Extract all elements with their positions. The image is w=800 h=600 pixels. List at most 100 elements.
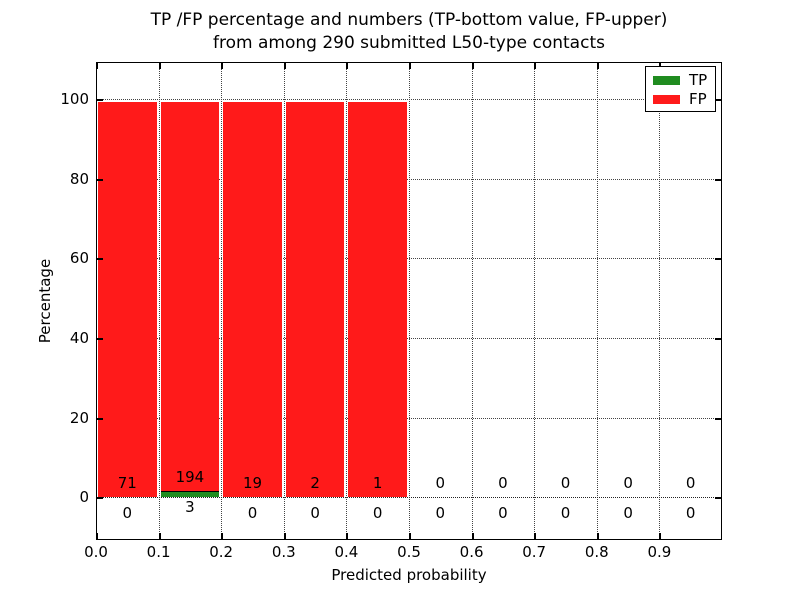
tp-count-label: 0 [435, 504, 446, 523]
gridline-h [96, 417, 722, 419]
x-tick-top [96, 63, 98, 69]
bar-tp [160, 490, 220, 498]
y-tick [97, 258, 103, 261]
bar-fp [285, 102, 345, 498]
y-tick [97, 337, 103, 340]
chart-title: TP /FP percentage and numbers (TP-bottom… [96, 9, 722, 55]
x-tick-label: 0.4 [334, 543, 359, 561]
tp-count-label: 0 [560, 504, 571, 523]
legend-item-fp: FP [653, 90, 707, 108]
fp-count-label: 194 [175, 467, 205, 486]
chart-title-line1: TP /FP percentage and numbers (TP-bottom… [150, 10, 668, 30]
y-tick-label: 40 [69, 328, 89, 347]
x-tick [596, 533, 599, 539]
gridline-v [659, 62, 661, 540]
x-axis-label: Predicted probability [331, 566, 487, 584]
fp-count-label: 0 [560, 474, 571, 493]
y-tick-right [715, 178, 721, 181]
y-tick [97, 417, 103, 420]
tp-count-label: 3 [185, 497, 195, 516]
x-tick-label: 0.9 [647, 543, 672, 561]
y-tick-right [715, 99, 721, 102]
tp-count-label: 0 [372, 504, 383, 523]
gridline-h [96, 99, 722, 101]
x-tick-top [596, 63, 599, 69]
fp-legend-swatch [653, 94, 680, 104]
gridline-v [471, 62, 473, 540]
gridline-v [346, 62, 348, 540]
gridline-v [596, 62, 598, 540]
tp-count-label: 0 [247, 504, 258, 523]
tp-count-label: 0 [498, 504, 508, 523]
tp-count-label: 0 [122, 504, 133, 523]
x-tick [346, 533, 349, 539]
x-tick-label: 0.8 [584, 543, 609, 561]
bar-fp [160, 102, 220, 498]
x-tick-top [221, 63, 224, 69]
x-tick-label: 0.2 [209, 543, 234, 561]
y-tick-label: 60 [69, 249, 89, 268]
tp-legend-label: TP [689, 71, 708, 89]
gridline-v [158, 62, 160, 540]
y-tick-label: 80 [69, 169, 89, 188]
x-tick-top [471, 63, 474, 69]
gridline-v [283, 62, 285, 540]
gridline-v [534, 62, 536, 540]
fp-count-label: 0 [685, 474, 696, 493]
bar-fp [98, 102, 157, 498]
y-tick [97, 99, 103, 102]
tp-count-label: 0 [310, 504, 320, 523]
x-tick-label: 0.6 [459, 543, 484, 561]
tp-count-label: 0 [685, 504, 696, 523]
x-tick-top [409, 63, 411, 69]
legend: TP FP [645, 66, 716, 112]
x-tick-label: 0.5 [397, 543, 421, 561]
y-tick-label: 100 [60, 90, 89, 109]
y-tick-label: 0 [79, 488, 89, 507]
fp-count-label: 0 [498, 474, 508, 493]
x-tick-label: 0.3 [271, 543, 296, 561]
fp-legend-label: FP [689, 90, 707, 108]
tp-legend-swatch [653, 75, 680, 85]
x-tick [471, 533, 474, 539]
bar-fp [223, 102, 282, 498]
fp-count-label: 0 [623, 474, 633, 493]
gridline-v [409, 62, 410, 540]
y-tick-right [715, 417, 721, 420]
x-tick-top [346, 63, 349, 69]
legend-item-tp: TP [653, 71, 708, 89]
fp-count-label: 71 [117, 474, 137, 493]
x-tick [409, 533, 411, 539]
gridline-v [221, 62, 223, 540]
tp-count-label: 0 [623, 504, 633, 523]
chart-title-line2: from among 290 submitted L50-type contac… [213, 33, 605, 53]
gridline-h [96, 178, 722, 180]
y-tick-right [715, 497, 721, 500]
x-tick [534, 533, 537, 539]
gridline-h [96, 258, 722, 260]
y-tick-label: 20 [69, 408, 89, 427]
bar-fp [348, 102, 407, 498]
y-tick [97, 497, 103, 500]
x-tick [158, 533, 161, 539]
x-tick [659, 533, 662, 539]
fp-count-label: 0 [435, 474, 446, 493]
fp-count-label: 2 [310, 474, 320, 493]
fp-count-label: 1 [372, 474, 383, 493]
x-tick [96, 533, 98, 539]
x-tick-top [158, 63, 161, 69]
fp-count-label: 19 [242, 474, 263, 493]
y-tick-right [715, 258, 721, 261]
x-tick-top [283, 63, 286, 69]
x-tick-top [534, 63, 537, 69]
x-tick [283, 533, 286, 539]
zero-gridline [96, 497, 722, 499]
x-tick-label: 0.1 [146, 543, 171, 561]
y-tick-right [715, 337, 721, 340]
x-tick-label: 0.7 [522, 543, 547, 561]
y-axis-label: Percentage [36, 258, 54, 344]
x-tick [221, 533, 224, 539]
gridline-h [96, 337, 722, 339]
